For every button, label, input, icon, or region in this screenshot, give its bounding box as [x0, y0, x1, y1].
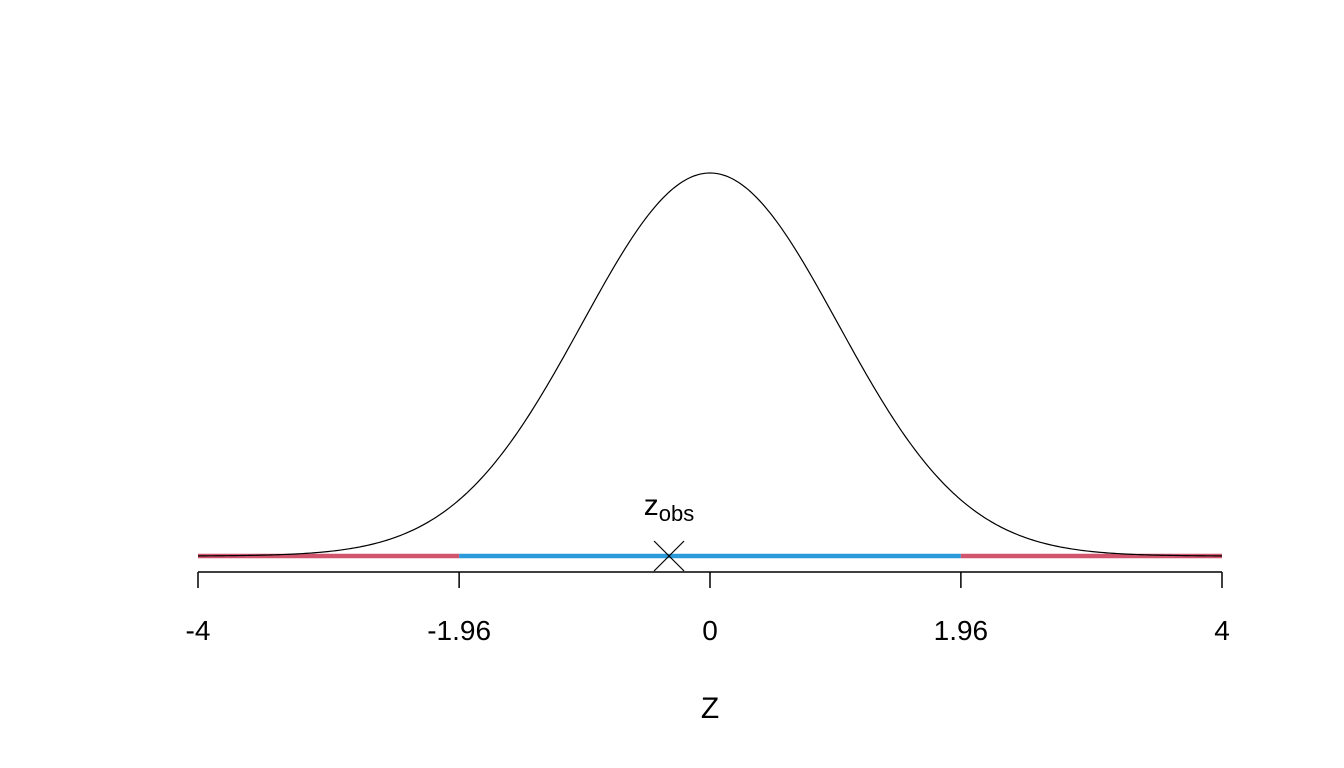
- x-tick-label-2: 0: [702, 615, 718, 646]
- x-axis: -4 -1.96 0 1.96 4: [186, 571, 1230, 646]
- x-tick-label-1: -1.96: [427, 615, 491, 646]
- x-tick-label-3: 1.96: [934, 615, 989, 646]
- observed-label-main: z: [644, 489, 659, 522]
- observed-marker-stroke-b: [653, 540, 685, 572]
- x-tick-label-0: -4: [186, 615, 211, 646]
- observed-marker-group: zobs: [644, 489, 694, 572]
- observed-label: zobs: [644, 489, 694, 526]
- x-tick-label-4: 4: [1214, 615, 1230, 646]
- density-curve: [197, 172, 1223, 557]
- observed-label-sub: obs: [659, 501, 694, 526]
- x-axis-title: Z: [701, 692, 719, 725]
